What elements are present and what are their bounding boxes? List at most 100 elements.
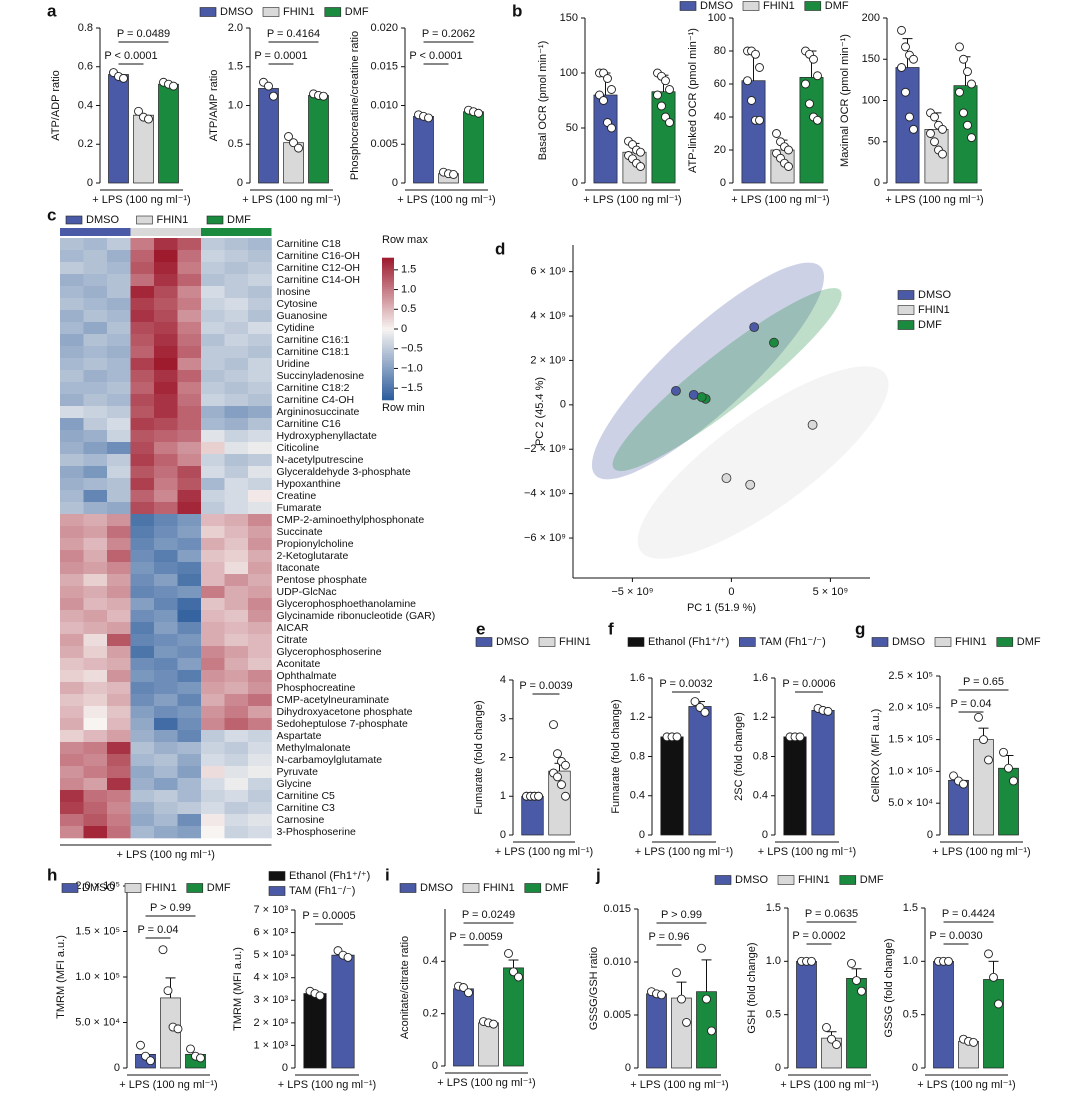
- heatmap-cell: [224, 454, 249, 467]
- heatmap-cell: [177, 478, 202, 491]
- heatmap-cell: [224, 706, 249, 719]
- heatmap-cell: [154, 802, 178, 815]
- y-tick-label: 0.020: [370, 22, 398, 34]
- heatmap-cell: [201, 694, 225, 707]
- heatmap-cell: [154, 442, 178, 455]
- panel-label: b: [512, 1, 522, 20]
- legend-swatch: [199, 7, 217, 17]
- row-label: Carnitine C16:1: [277, 334, 350, 346]
- heatmap-cell: [83, 682, 108, 695]
- y-tick-label: 1.6: [630, 672, 645, 684]
- x-axis-label: + LPS (100 ng ml⁻¹): [119, 1079, 217, 1091]
- legend-swatch: [739, 637, 756, 647]
- heatmap-cell: [154, 382, 178, 395]
- x-axis-label: + LPS (100 ng ml⁻¹): [583, 194, 681, 206]
- heatmap-cell: [83, 262, 108, 275]
- heatmap-cell: [83, 790, 108, 803]
- colorbar-segment: [382, 333, 394, 337]
- row-label: Carnitine C12-OH: [277, 262, 360, 274]
- row-label: N-acetylputrescine: [277, 454, 364, 466]
- heatmap-cell: [130, 322, 155, 335]
- heatmap-cell: [83, 598, 108, 611]
- heatmap-cell: [60, 538, 84, 551]
- colorbar-segment: [382, 338, 394, 342]
- heatmap-cell: [177, 754, 202, 767]
- heatmap-cell: [248, 526, 272, 539]
- heatmap-cell: [154, 742, 178, 755]
- heatmap-cell: [177, 382, 202, 395]
- heatmap-cell: [107, 622, 131, 635]
- heatmap-cell: [248, 274, 272, 287]
- x-tick-label: −5 × 10⁹: [611, 586, 653, 598]
- heatmap-cell: [130, 250, 155, 263]
- heatmap-cell: [248, 778, 272, 791]
- heatmap-cell: [107, 634, 131, 647]
- y-tick-label: 0: [874, 177, 880, 189]
- row-label: Succinyladenosine: [277, 370, 365, 382]
- y-tick-label: 0: [392, 177, 398, 189]
- heatmap-cell: [83, 346, 108, 359]
- heatmap-cell: [201, 418, 225, 431]
- colorbar-segment: [382, 302, 394, 306]
- y-tick-label: 1.0: [903, 955, 918, 967]
- y-axis-label: 2SC (fold change): [733, 712, 745, 801]
- heatmap-cell: [60, 466, 84, 479]
- heatmap-cell: [107, 418, 131, 431]
- data-point: [514, 972, 523, 982]
- heatmap-cell: [83, 730, 108, 743]
- heatmap-cell: [154, 766, 178, 779]
- data-point: [755, 115, 764, 125]
- colorbar-tick-label: 0.5: [401, 303, 416, 315]
- y-axis-label: Maximal OCR (pmol min⁻¹): [839, 34, 851, 167]
- heatmap-cell: [201, 610, 225, 623]
- data-point: [424, 113, 433, 123]
- data-point: [955, 42, 964, 52]
- heatmap-cell: [60, 406, 84, 419]
- p-value: P = 0.0030: [929, 930, 982, 942]
- legend-swatch: [65, 215, 83, 225]
- heatmap-cell: [177, 574, 202, 587]
- y-tick-label: 150: [862, 53, 880, 65]
- bar: [983, 979, 1004, 1069]
- data-point: [671, 385, 681, 396]
- row-label: Carnitine C4-OH: [277, 394, 355, 406]
- heatmap-cell: [154, 694, 178, 707]
- heatmap-cell: [177, 634, 202, 647]
- heatmap-cell: [107, 514, 131, 527]
- group-bar: [201, 228, 272, 236]
- heatmap-cell: [130, 286, 155, 299]
- y-tick-label: 100: [862, 94, 880, 106]
- heatmap-cell: [201, 634, 225, 647]
- data-point: [134, 106, 143, 116]
- y-tick-label: 4 × 10⁹: [530, 310, 566, 322]
- heatmap-cell: [177, 274, 202, 287]
- heatmap-cell: [83, 778, 108, 791]
- heatmap-cell: [107, 694, 131, 707]
- y-axis-label: Fumarate (fold change): [473, 700, 485, 814]
- heatmap-cell: [177, 802, 202, 815]
- heatmap-cell: [224, 694, 249, 707]
- y-tick-label: 2.5 × 10⁵: [888, 670, 933, 682]
- colorbar-tick-label: 1.0: [401, 283, 416, 295]
- y-axis-label: Basal OCR (pmol min⁻¹): [537, 41, 549, 161]
- colorbar-title: Row min: [382, 402, 425, 414]
- colorbar-segment: [382, 392, 394, 396]
- data-point: [944, 956, 953, 966]
- row-label: Citicoline: [277, 442, 320, 454]
- heatmap-cell: [224, 490, 249, 503]
- confidence-ellipse: [637, 366, 889, 559]
- heatmap-cell: [201, 442, 225, 455]
- heatmap-cell: [224, 766, 249, 779]
- heatmap-cell: [60, 430, 84, 443]
- data-point: [534, 791, 543, 801]
- data-point: [553, 749, 562, 759]
- y-tick-label: 1 × 10³: [253, 1039, 288, 1051]
- y-tick-label: 4 × 10³: [253, 972, 288, 984]
- heatmap-cell: [248, 358, 272, 371]
- y-tick-label: 0.2: [78, 138, 93, 150]
- data-point: [807, 956, 816, 966]
- heatmap-cell: [177, 250, 202, 263]
- heatmap-cell: [154, 250, 178, 263]
- heatmap-cell: [154, 538, 178, 551]
- row-label: Sedoheptulose 7-phosphate: [277, 718, 409, 730]
